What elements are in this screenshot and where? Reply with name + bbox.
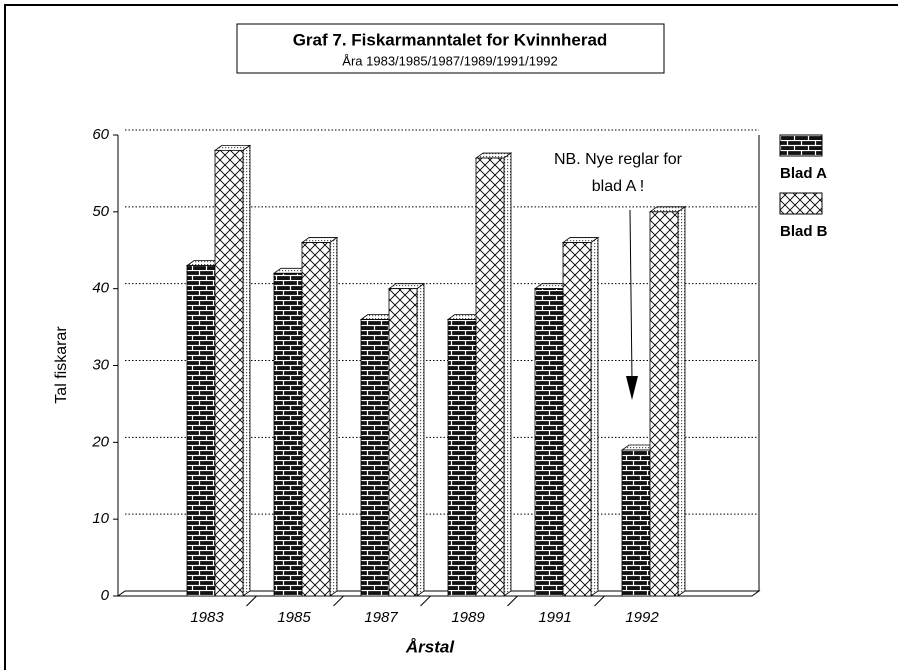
chart-title: Graf 7. Fiskarmanntalet for Kvinnherad (293, 30, 608, 49)
x-separator (246, 595, 257, 607)
x-tick-label: 1987 (364, 609, 398, 626)
y-tick-label: 60 (92, 126, 109, 143)
x-tick-label: 1989 (451, 609, 485, 626)
bar-side (677, 206, 686, 597)
bar (214, 149, 244, 597)
bar (273, 272, 303, 597)
legend-swatch (779, 134, 823, 157)
annotation: NB. Nye reglar for (554, 151, 683, 168)
legend-swatch (779, 192, 823, 215)
annotation: blad A ! (592, 178, 645, 195)
annotation-arrow (629, 209, 633, 381)
bar (360, 318, 390, 597)
y-tick-label: 40 (92, 280, 109, 297)
bar-side (329, 236, 338, 597)
y-tick-label: 10 (92, 510, 109, 527)
y-tick-label: 20 (91, 433, 109, 450)
bar (475, 157, 505, 597)
bar-side (590, 236, 599, 597)
bar (621, 449, 651, 597)
x-axis-label: Årstal (405, 637, 455, 656)
frame (4, 4, 898, 670)
title-box (236, 23, 665, 74)
x-tick-label: 1985 (277, 609, 311, 626)
bar (562, 242, 592, 597)
x-separator (420, 595, 431, 607)
x-separator (594, 595, 605, 607)
bar (301, 242, 331, 597)
chart-subtitle: Åra 1983/1985/1987/1989/1991/1992 (342, 53, 557, 68)
x-tick-label: 1992 (625, 609, 659, 626)
y-tick-label: 30 (92, 356, 109, 373)
bar (649, 211, 679, 597)
bar (534, 288, 564, 597)
bar-side (416, 282, 425, 597)
bar (388, 288, 418, 597)
legend-label: Blad B (780, 223, 828, 240)
y-tick-label: 50 (92, 203, 109, 220)
bar (186, 265, 216, 597)
y-axis-label: Tal fiskarar (53, 326, 70, 404)
x-tick-label: 1991 (538, 609, 571, 626)
bar (447, 318, 477, 597)
legend-label: Blad A (780, 165, 827, 182)
bar-side (503, 152, 512, 597)
y-tick-label: 0 (101, 587, 110, 604)
annotation-arrowhead (626, 376, 638, 400)
x-tick-label: 1983 (190, 609, 224, 626)
x-separator (333, 595, 344, 607)
bar-side (242, 144, 251, 597)
x-separator (507, 595, 518, 607)
